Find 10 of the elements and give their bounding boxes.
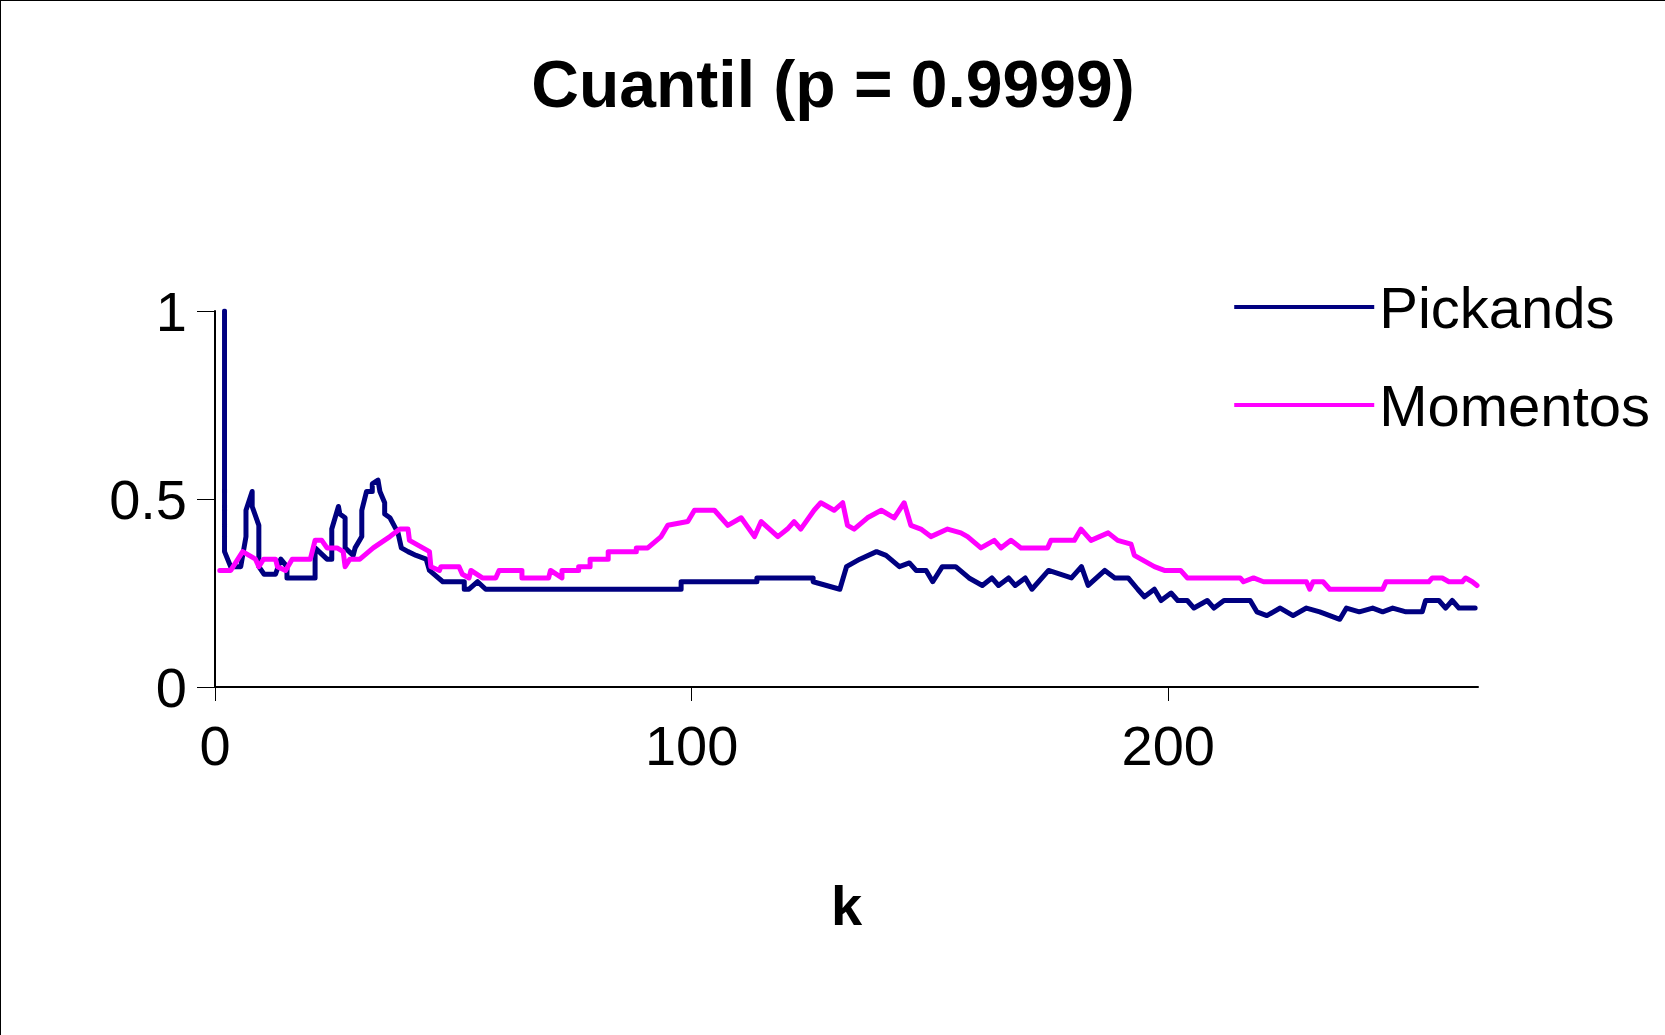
legend-label: Momentos: [1379, 372, 1651, 438]
chart-title: Cuantil (p = 0.9999): [531, 47, 1135, 121]
x-tick-label: 200: [1121, 713, 1215, 777]
x-tick-label: 100: [644, 713, 739, 777]
x-tick-label: 0: [199, 713, 231, 777]
x-axis-title: k: [830, 873, 863, 937]
y-tick-label: 1: [155, 279, 187, 343]
y-tick-label: 0.5: [109, 467, 187, 531]
y-tick-label: 0: [155, 655, 187, 719]
legend-label: Pickands: [1379, 274, 1615, 340]
